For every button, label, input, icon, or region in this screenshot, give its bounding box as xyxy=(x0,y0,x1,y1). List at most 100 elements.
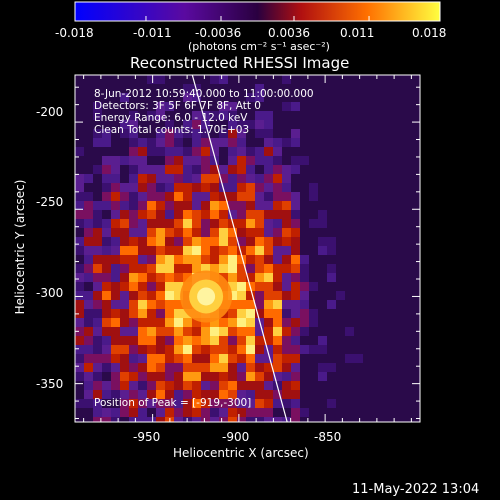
heatmap-cell xyxy=(417,264,420,273)
heatmap-cell xyxy=(138,327,147,336)
heatmap-cell xyxy=(246,300,255,309)
heatmap-cell xyxy=(246,93,255,102)
heatmap-cell xyxy=(102,192,111,201)
heatmap-cell xyxy=(165,183,174,192)
heatmap-cell xyxy=(318,210,327,219)
heatmap-cell xyxy=(345,417,354,422)
heatmap-cell xyxy=(345,183,354,192)
heatmap-cell xyxy=(399,318,408,327)
heatmap-cell xyxy=(336,174,345,183)
heatmap-cell xyxy=(336,408,345,417)
heatmap-cell xyxy=(399,300,408,309)
heatmap-cell xyxy=(318,237,327,246)
heatmap-cell xyxy=(399,183,408,192)
heatmap-cell xyxy=(390,282,399,291)
heatmap-cell xyxy=(300,120,309,129)
heatmap-cell xyxy=(192,399,201,408)
heatmap-cell xyxy=(390,228,399,237)
heatmap-cell xyxy=(246,246,255,255)
heatmap-cell xyxy=(354,93,363,102)
heatmap-cell xyxy=(264,165,273,174)
heatmap-cell xyxy=(399,147,408,156)
heatmap-cell xyxy=(93,336,102,345)
heatmap-cell xyxy=(408,273,417,282)
heatmap-cell xyxy=(309,345,318,354)
plot-frame xyxy=(74,74,421,423)
heatmap-cell xyxy=(282,210,291,219)
heatmap-cell xyxy=(399,210,408,219)
heatmap-cell xyxy=(147,309,156,318)
heatmap-cell xyxy=(381,246,390,255)
heatmap-cell xyxy=(363,408,372,417)
heatmap-cell xyxy=(363,309,372,318)
heatmap-cell xyxy=(300,138,309,147)
heatmap-cell xyxy=(138,390,147,399)
heatmap-cell xyxy=(327,183,336,192)
heatmap-cell xyxy=(318,345,327,354)
heatmap-cell xyxy=(138,183,147,192)
heatmap-cell xyxy=(210,336,219,345)
heatmap-cell xyxy=(156,264,165,273)
heatmap-cell xyxy=(282,408,291,417)
heatmap-cell xyxy=(408,291,417,300)
heatmap-cell xyxy=(210,201,219,210)
heatmap-cell xyxy=(147,102,156,111)
heatmap-cell xyxy=(228,165,237,174)
heatmap-cell xyxy=(138,309,147,318)
heatmap-cell xyxy=(237,111,246,120)
heatmap-cell xyxy=(291,228,300,237)
heatmap-cell xyxy=(228,318,237,327)
heatmap-cell xyxy=(309,327,318,336)
heatmap-cell xyxy=(120,129,129,138)
heatmap-cell xyxy=(219,120,228,129)
heatmap-cell xyxy=(354,282,363,291)
heatmap-cell xyxy=(183,120,192,129)
heatmap-cell xyxy=(408,336,417,345)
heatmap-cell xyxy=(165,291,174,300)
heatmap-cell xyxy=(291,255,300,264)
heatmap-cell xyxy=(408,93,417,102)
heatmap-cell xyxy=(210,219,219,228)
heatmap-cell xyxy=(120,138,129,147)
heatmap-cell xyxy=(192,363,201,372)
heatmap-cell xyxy=(300,273,309,282)
timestamp: 11-May-2022 13:04 xyxy=(352,482,480,497)
heatmap-cell xyxy=(408,219,417,228)
heatmap-cell xyxy=(282,264,291,273)
heatmap-cell xyxy=(129,93,138,102)
heatmap-cell xyxy=(381,345,390,354)
heatmap-cell xyxy=(129,138,138,147)
heatmap-cell xyxy=(264,174,273,183)
heatmap-cell xyxy=(102,183,111,192)
x-tick-label: -950 xyxy=(133,430,161,444)
heatmap-cell xyxy=(381,372,390,381)
heatmap-cell xyxy=(381,75,390,84)
heatmap-cell xyxy=(300,309,309,318)
heatmap-cell xyxy=(219,84,228,93)
heatmap-cell xyxy=(102,282,111,291)
heatmap-cell xyxy=(75,345,84,354)
heatmap-cell xyxy=(102,309,111,318)
heatmap-cell xyxy=(390,120,399,129)
heatmap-cell xyxy=(300,291,309,300)
heatmap-cell xyxy=(336,309,345,318)
heatmap-cell xyxy=(183,192,192,201)
heatmap-cell xyxy=(273,111,282,120)
heatmap-cell xyxy=(309,93,318,102)
heatmap-cell xyxy=(174,399,183,408)
heatmap-cell xyxy=(282,381,291,390)
heatmap-cell xyxy=(237,309,246,318)
heatmap-cell xyxy=(210,129,219,138)
heatmap-cell xyxy=(255,165,264,174)
heatmap-cell xyxy=(291,219,300,228)
heatmap-cell xyxy=(237,273,246,282)
heatmap-cell xyxy=(111,381,120,390)
heatmap-cell xyxy=(399,309,408,318)
heatmap-cell xyxy=(408,309,417,318)
heatmap-cell xyxy=(129,300,138,309)
heatmap-cell xyxy=(381,336,390,345)
heatmap-cell xyxy=(399,246,408,255)
heatmap-cell xyxy=(210,93,219,102)
heatmap-cell xyxy=(363,156,372,165)
heatmap-cell xyxy=(273,138,282,147)
